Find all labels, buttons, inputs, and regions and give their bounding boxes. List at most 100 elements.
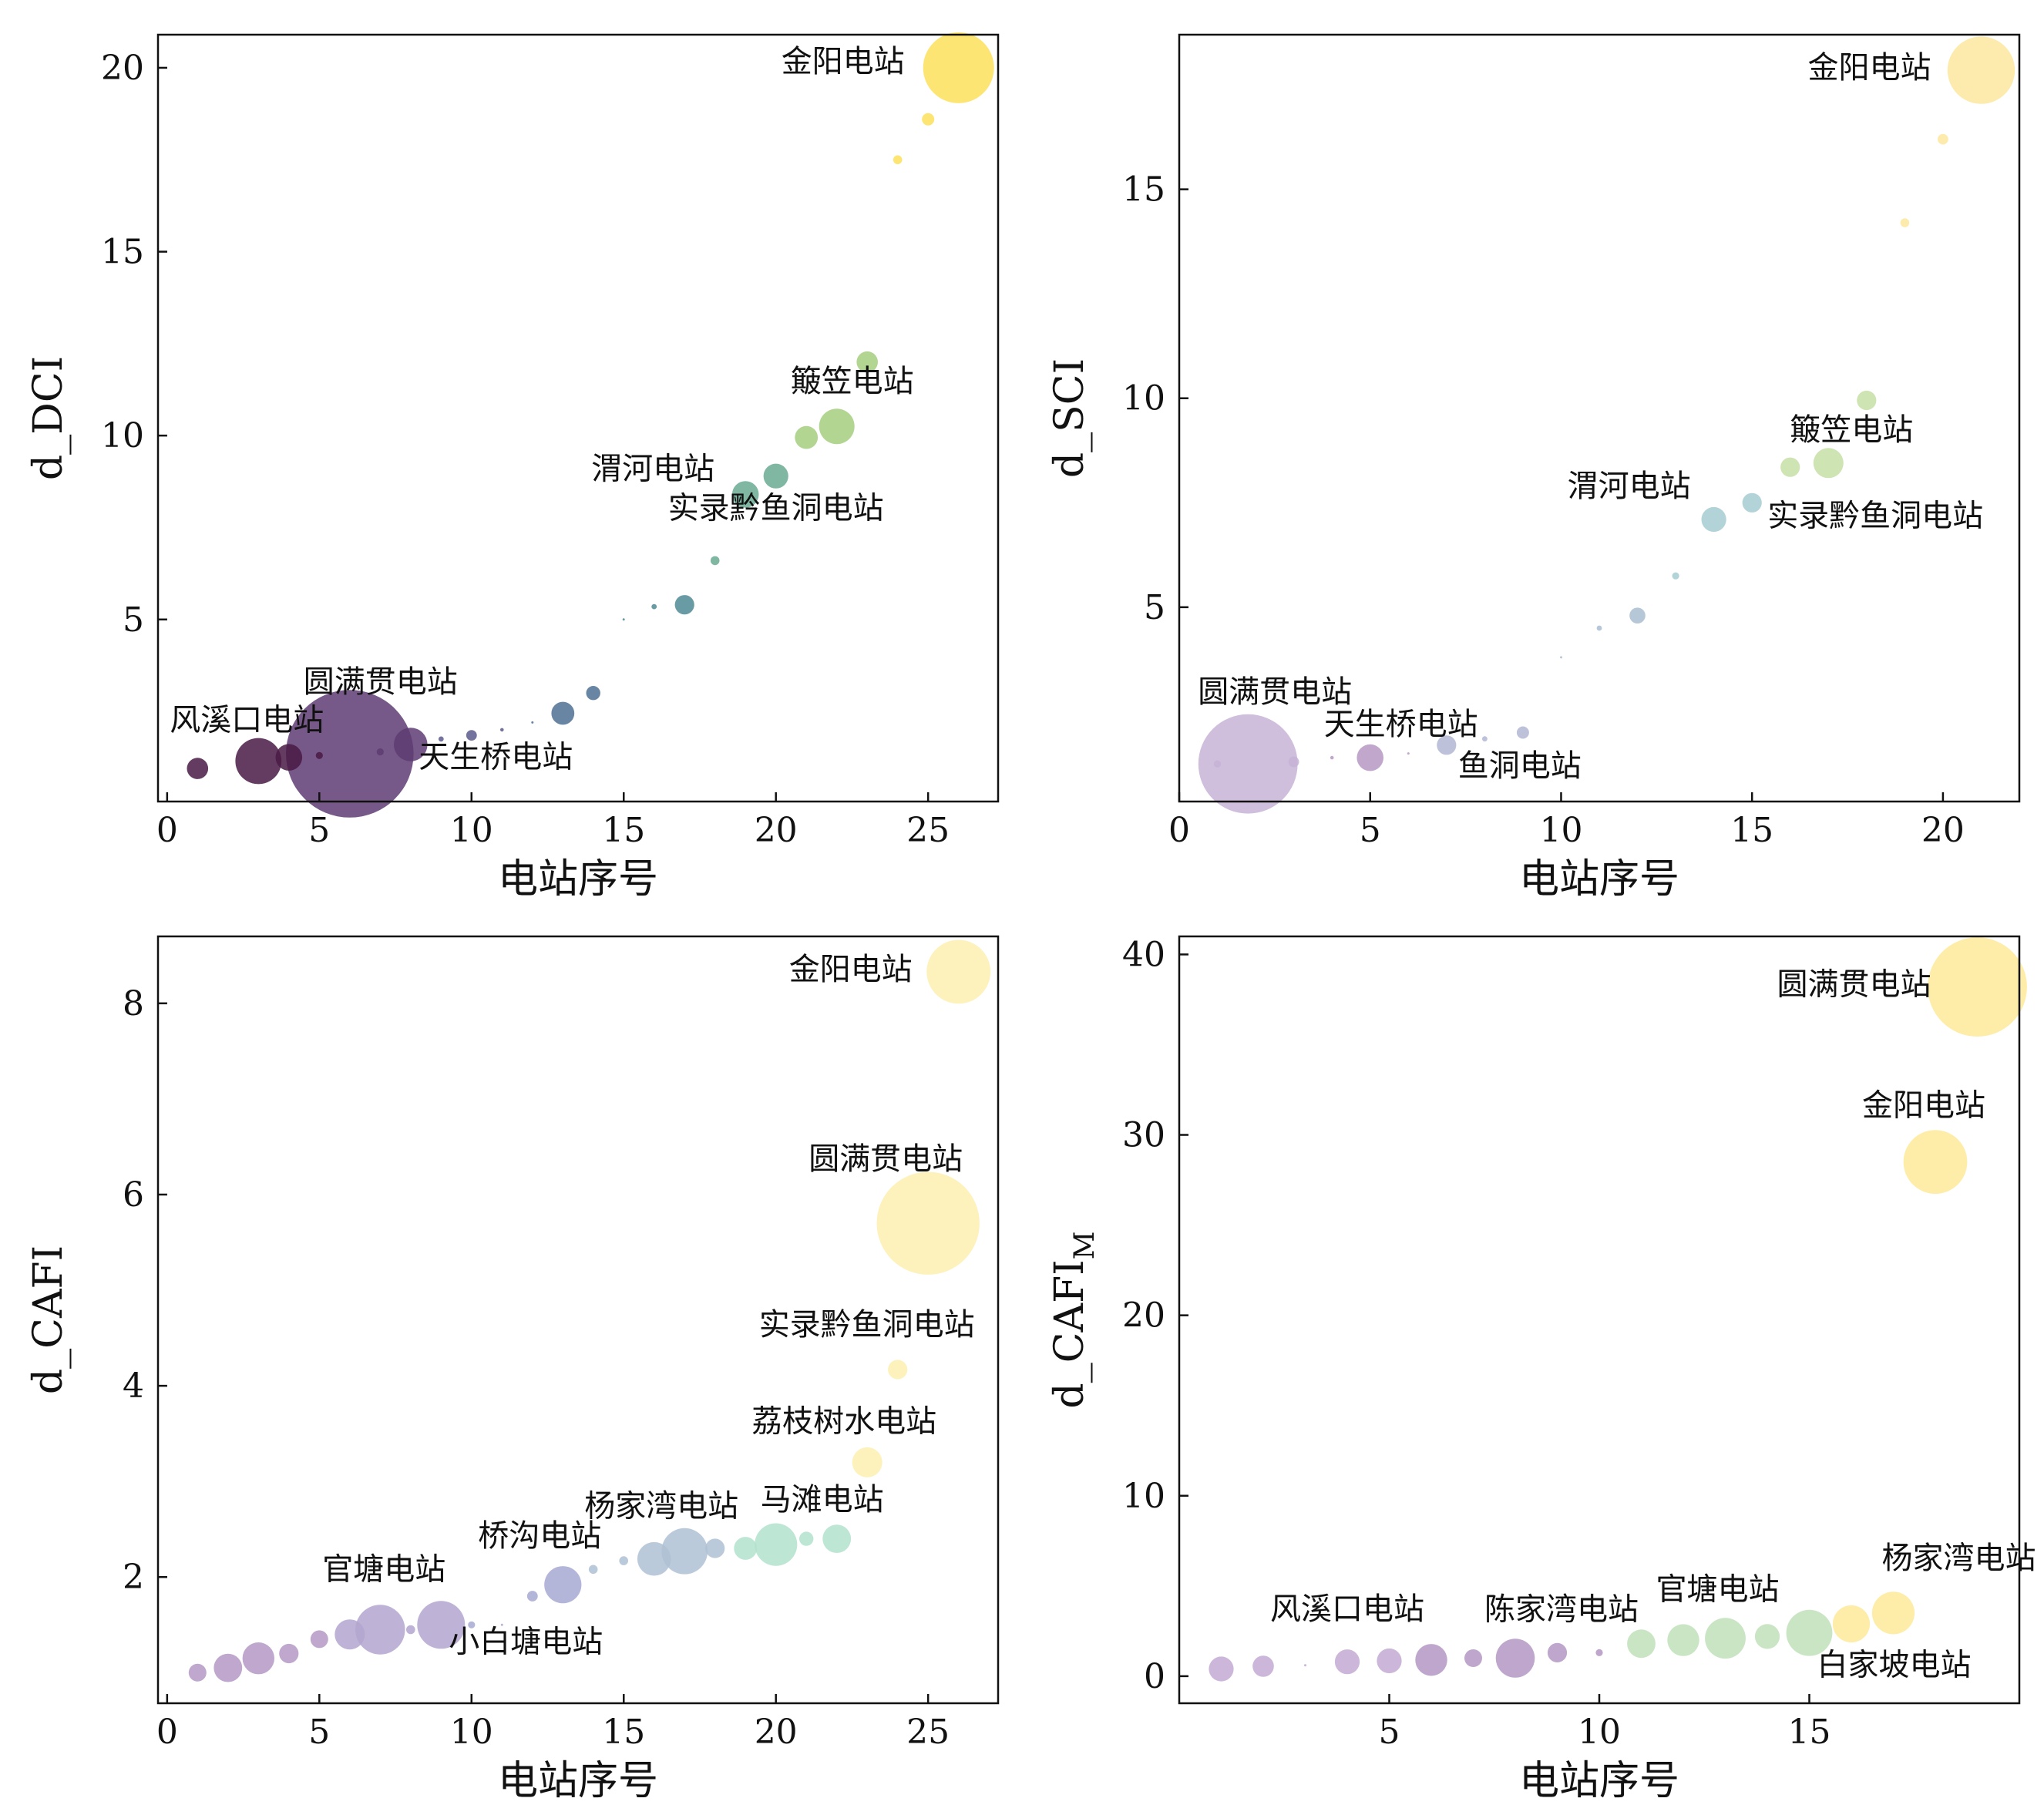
data-point — [1742, 492, 1762, 513]
y-tick-label: 5 — [1144, 588, 1165, 627]
data-point — [893, 155, 903, 165]
point-annotation: 小白塘电站 — [449, 1624, 603, 1659]
x-tick-label: 20 — [755, 811, 798, 850]
data-point — [438, 736, 444, 742]
point-annotation: 簸笠电站 — [1790, 412, 1913, 448]
y-tick-label: 8 — [123, 984, 144, 1023]
point-annotation: 杨家湾电站 — [584, 1489, 738, 1524]
x-tick-label: 25 — [906, 1712, 950, 1752]
data-point — [922, 113, 935, 126]
data-point — [856, 351, 878, 373]
data-point — [213, 1653, 243, 1682]
data-point — [1928, 937, 2027, 1037]
x-tick-label: 10 — [450, 1712, 493, 1752]
data-point — [242, 1642, 274, 1675]
data-point — [1495, 1639, 1535, 1678]
data-point — [923, 32, 994, 103]
y-tick-label: 10 — [1122, 1477, 1165, 1516]
data-point — [187, 758, 209, 779]
data-point — [500, 728, 504, 732]
data-point — [1547, 1642, 1568, 1662]
data-point — [1947, 36, 2015, 104]
data-point — [1198, 714, 1298, 814]
point-annotation: 实录黔鱼洞电站 — [1767, 498, 1983, 533]
data-point — [795, 425, 819, 449]
x-tick-label: 10 — [450, 811, 493, 850]
x-tick-label: 20 — [1921, 811, 1965, 850]
data-point — [710, 556, 720, 566]
data-point — [731, 481, 759, 508]
y-tick-label: 20 — [101, 49, 144, 88]
data-point — [1407, 752, 1410, 755]
y-tick-label: 10 — [101, 416, 144, 455]
data-point — [551, 701, 575, 725]
point-annotation: 鱼洞电站 — [1458, 748, 1582, 784]
point-annotation: 马滩电站 — [761, 1482, 884, 1518]
data-point — [1871, 1591, 1915, 1635]
data-point — [661, 1528, 708, 1575]
point-annotation: 金阳电站 — [789, 952, 913, 987]
data-point — [1754, 1624, 1780, 1649]
y-tick-label: 0 — [1144, 1657, 1165, 1696]
x-axis-title: 电站序号 — [498, 856, 658, 902]
point-annotation: 杨家湾电站 — [1882, 1541, 2036, 1576]
data-point — [315, 751, 323, 759]
data-point — [674, 595, 694, 615]
data-point — [286, 690, 414, 818]
data-point — [1672, 572, 1679, 580]
y-axis-title: d_DCI — [25, 356, 72, 480]
y-axis-title: d_CAFIM — [1047, 1231, 1101, 1408]
plot-frame — [1178, 33, 2021, 803]
point-annotation: 渭河电站 — [1568, 469, 1691, 504]
data-point — [376, 748, 384, 756]
y-axis-title: d_SCI — [1047, 358, 1093, 478]
data-point — [1627, 1629, 1656, 1659]
data-point — [468, 1621, 476, 1628]
y-tick-label: 2 — [123, 1558, 144, 1597]
data-point — [1832, 1605, 1871, 1643]
point-annotation: 天生桥电站 — [1324, 707, 1478, 742]
point-annotation: 圆满贯电站 — [304, 664, 458, 700]
plot-frame — [156, 33, 1000, 803]
y-tick-label: 15 — [1122, 170, 1165, 210]
data-point — [822, 1524, 852, 1553]
y-tick-label: 4 — [123, 1366, 144, 1406]
data-point — [1213, 760, 1222, 768]
point-annotation: 官塘电站 — [322, 1552, 445, 1588]
data-point — [310, 1630, 328, 1649]
point-annotation: 圆满贯电站 — [1198, 674, 1352, 710]
data-point — [355, 1605, 405, 1655]
data-point — [279, 1643, 299, 1664]
x-axis-title: 电站序号 — [1519, 856, 1679, 902]
point-annotation: 风溪口电站 — [1270, 1591, 1424, 1627]
x-tick-label: 15 — [602, 1712, 645, 1752]
data-point — [1516, 726, 1529, 739]
x-tick-label: 20 — [755, 1712, 798, 1752]
data-point — [188, 1663, 207, 1682]
data-point — [417, 1601, 466, 1649]
data-point — [888, 1360, 908, 1380]
data-point — [1330, 755, 1334, 760]
y-tick-label: 6 — [123, 1175, 144, 1215]
data-point — [876, 1171, 980, 1275]
data-point — [1560, 656, 1562, 659]
point-annotation: 金阳电站 — [1862, 1088, 1985, 1124]
x-tick-label: 10 — [1578, 1712, 1621, 1752]
point-annotation: 风溪口电站 — [170, 703, 324, 738]
chart-panel-3: 0 5 10 15 20 25 2 4 6 8 电站序号 d_CAFI 金阳电站圆满贯电站实录黔鱼洞电站… — [25, 935, 1000, 1804]
x-tick-label: 15 — [1730, 811, 1773, 850]
data-point — [1705, 1618, 1746, 1659]
x-tick-label: 25 — [906, 811, 950, 850]
data-point — [926, 939, 991, 1004]
x-tick-label: 10 — [1539, 811, 1582, 850]
data-point — [819, 408, 855, 445]
data-point — [1938, 133, 1948, 145]
data-point — [619, 1556, 628, 1565]
x-tick-label: 5 — [1360, 811, 1381, 850]
data-point — [335, 1619, 365, 1650]
data-point — [1903, 1130, 1968, 1194]
data-point — [531, 721, 534, 724]
data-point — [1437, 735, 1457, 755]
